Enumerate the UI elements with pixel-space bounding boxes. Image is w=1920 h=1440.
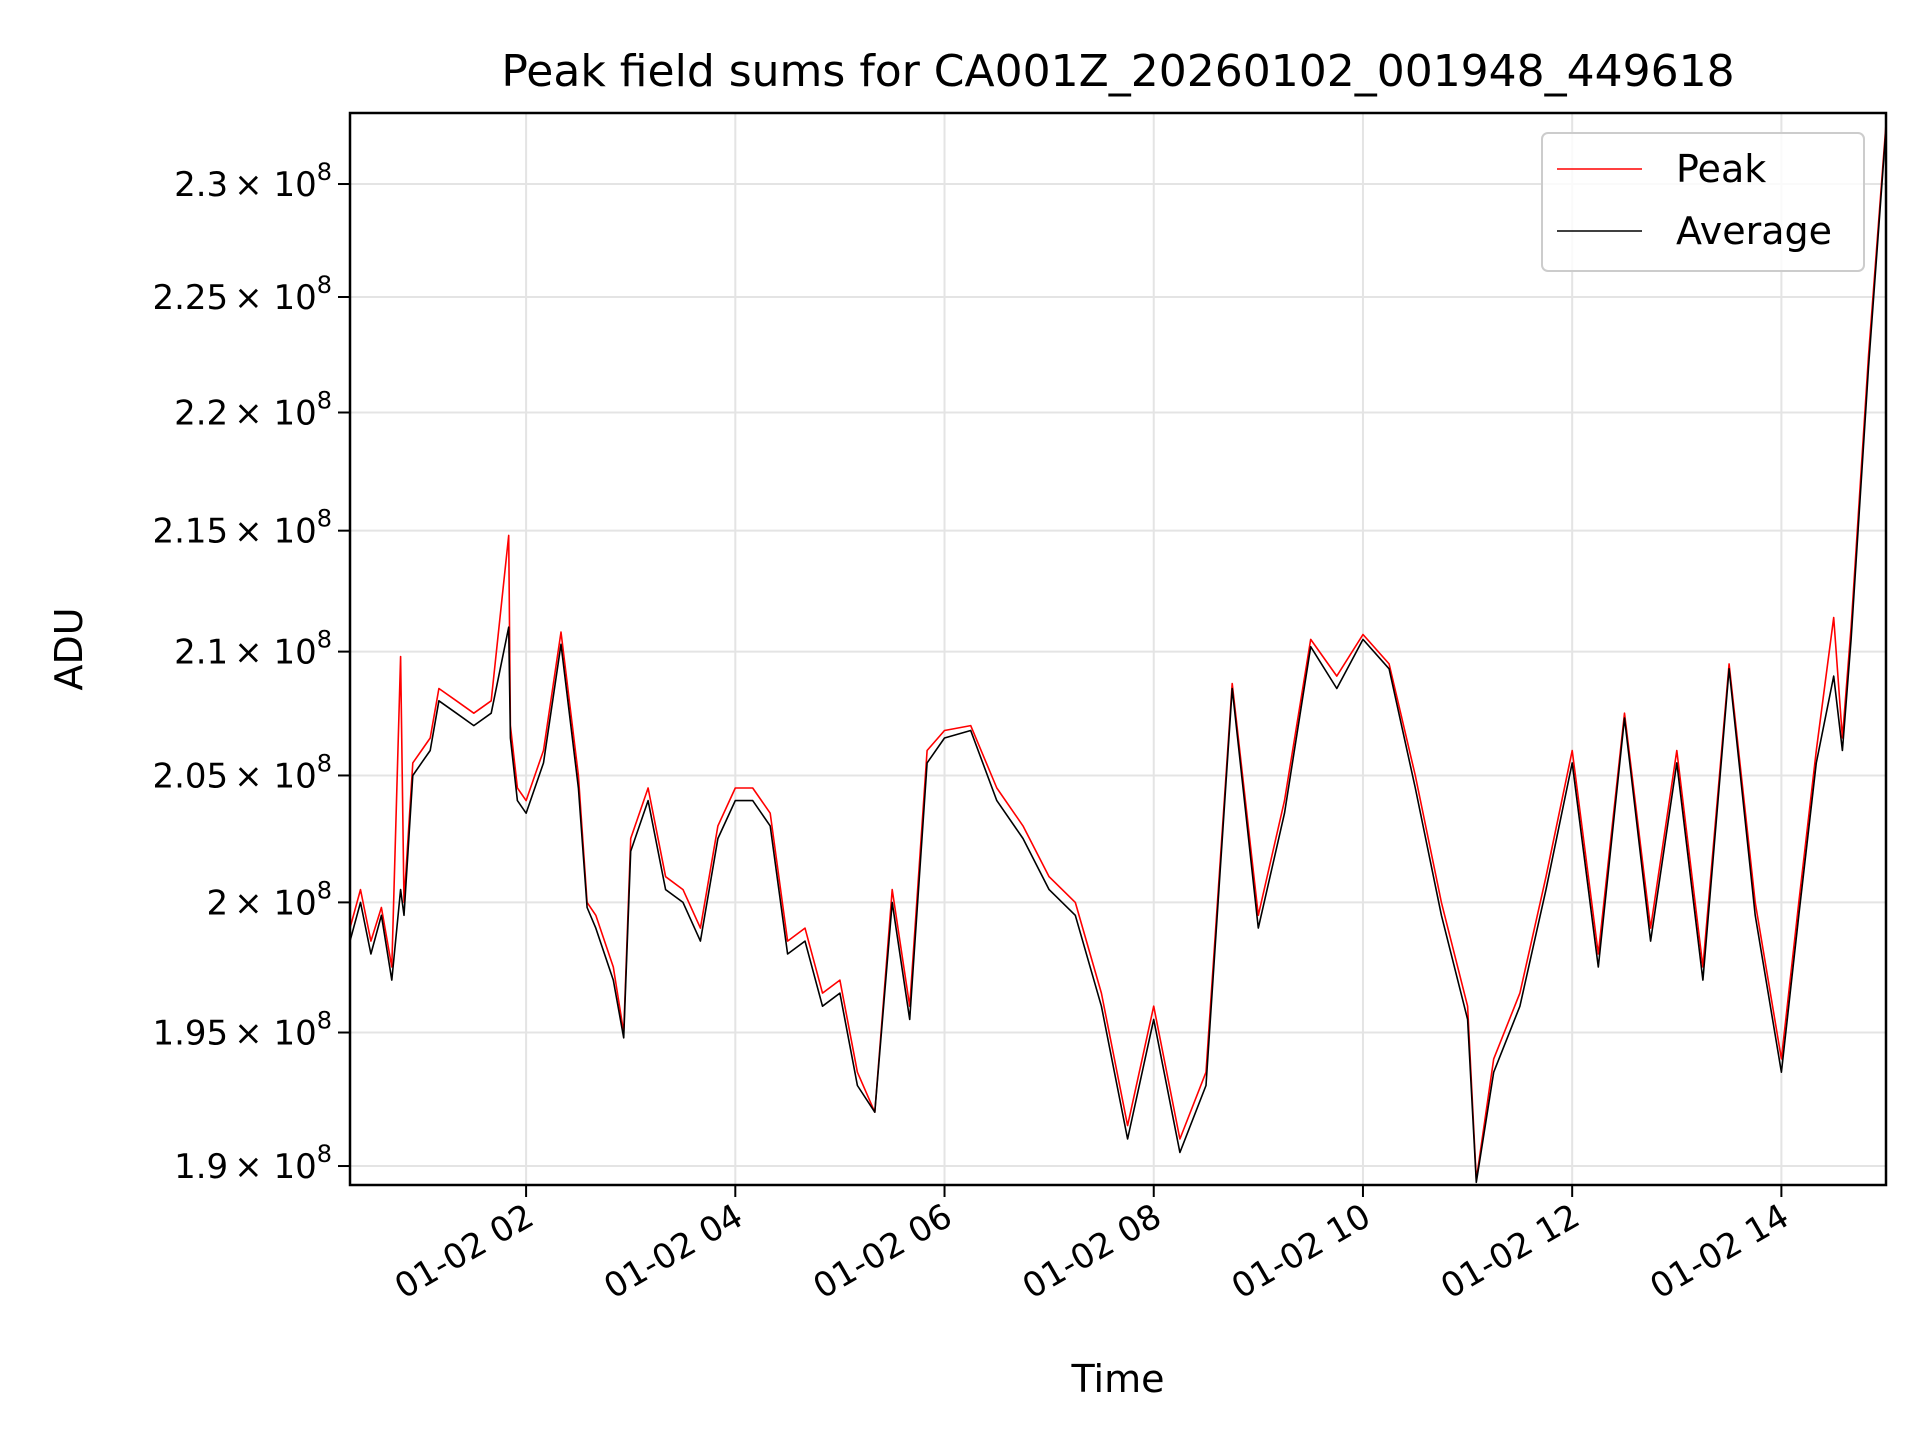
y-tick-label: 2.3 × 108 <box>174 158 332 205</box>
y-axis-label: ADU <box>47 607 91 690</box>
x-axis-label: Time <box>1071 1357 1165 1401</box>
y-tick-times-ten: × 10 <box>234 633 317 673</box>
x-tick-label: 01-02 10 <box>1225 1196 1377 1307</box>
y-tick-label: 2.15 × 108 <box>152 505 332 552</box>
x-tick-label: 01-02 14 <box>1643 1196 1795 1307</box>
y-tick-exponent: 8 <box>317 1140 332 1168</box>
y-tick-times-ten: × 10 <box>234 883 317 923</box>
y-tick-exponent: 8 <box>317 876 332 904</box>
y-tick-times-ten: × 10 <box>234 1147 317 1187</box>
plot-frame <box>348 111 1888 1187</box>
chart-title: Peak field sums for CA001Z_20260102_0019… <box>501 46 1734 97</box>
legend-label-peak: Peak <box>1676 147 1766 191</box>
series-line-peak <box>349 123 1887 1181</box>
y-tick-exponent: 8 <box>317 749 332 777</box>
y-tick-label: 1.9 × 108 <box>174 1140 332 1187</box>
y-tick-mantissa: 1.95 <box>152 1014 228 1054</box>
series-lines <box>349 123 1887 1184</box>
y-tick-mantissa: 2.1 <box>174 633 228 673</box>
x-tick-label: 01-02 12 <box>1434 1196 1586 1307</box>
y-tick-exponent: 8 <box>317 505 332 533</box>
x-tick-label: 01-02 06 <box>807 1196 959 1307</box>
x-tick-label: 01-02 08 <box>1016 1196 1168 1307</box>
grid <box>350 113 1886 1185</box>
y-tick-label: 2 × 108 <box>207 876 332 923</box>
y-tick-exponent: 8 <box>317 1007 332 1035</box>
y-tick-label: 2.2 × 108 <box>174 386 332 433</box>
y-tick-mantissa: 2 <box>207 883 229 923</box>
y-tick-exponent: 8 <box>317 271 332 299</box>
y-tick-times-ten: × 10 <box>234 278 317 318</box>
y-tick-mantissa: 2.15 <box>152 512 228 552</box>
y-tick-mantissa: 2.3 <box>174 165 228 205</box>
x-tick-label: 01-02 04 <box>597 1196 749 1307</box>
y-tick-label: 2.25 × 108 <box>152 271 332 318</box>
y-tick-label: 2.05 × 108 <box>152 749 332 796</box>
legend-box <box>1541 132 1865 272</box>
y-tick-exponent: 8 <box>317 386 332 414</box>
y-tick-exponent: 8 <box>317 626 332 654</box>
x-axis-ticks: 01-02 02 01-02 04 01-02 06 01-02 08 01-02 10… <box>388 1185 1796 1307</box>
y-tick-mantissa: 2.25 <box>152 278 228 318</box>
y-tick-times-ten: × 10 <box>234 1014 317 1054</box>
legend-label-average: Average <box>1676 209 1832 253</box>
y-tick-times-ten: × 10 <box>234 512 317 552</box>
legend: Peak Average <box>1541 132 1865 272</box>
y-tick-mantissa: 1.9 <box>174 1147 228 1187</box>
series-line-average <box>349 128 1887 1184</box>
y-tick-mantissa: 2.2 <box>174 393 228 433</box>
y-tick-label: 1.95 × 108 <box>152 1007 332 1054</box>
y-tick-exponent: 8 <box>317 158 332 186</box>
y-tick-times-ten: × 10 <box>234 756 317 796</box>
x-tick-label: 01-02 02 <box>388 1196 540 1307</box>
y-tick-times-ten: × 10 <box>234 165 317 205</box>
y-tick-mantissa: 2.05 <box>152 756 228 796</box>
y-tick-times-ten: × 10 <box>234 393 317 433</box>
y-tick-label: 2.1 × 108 <box>174 626 332 673</box>
